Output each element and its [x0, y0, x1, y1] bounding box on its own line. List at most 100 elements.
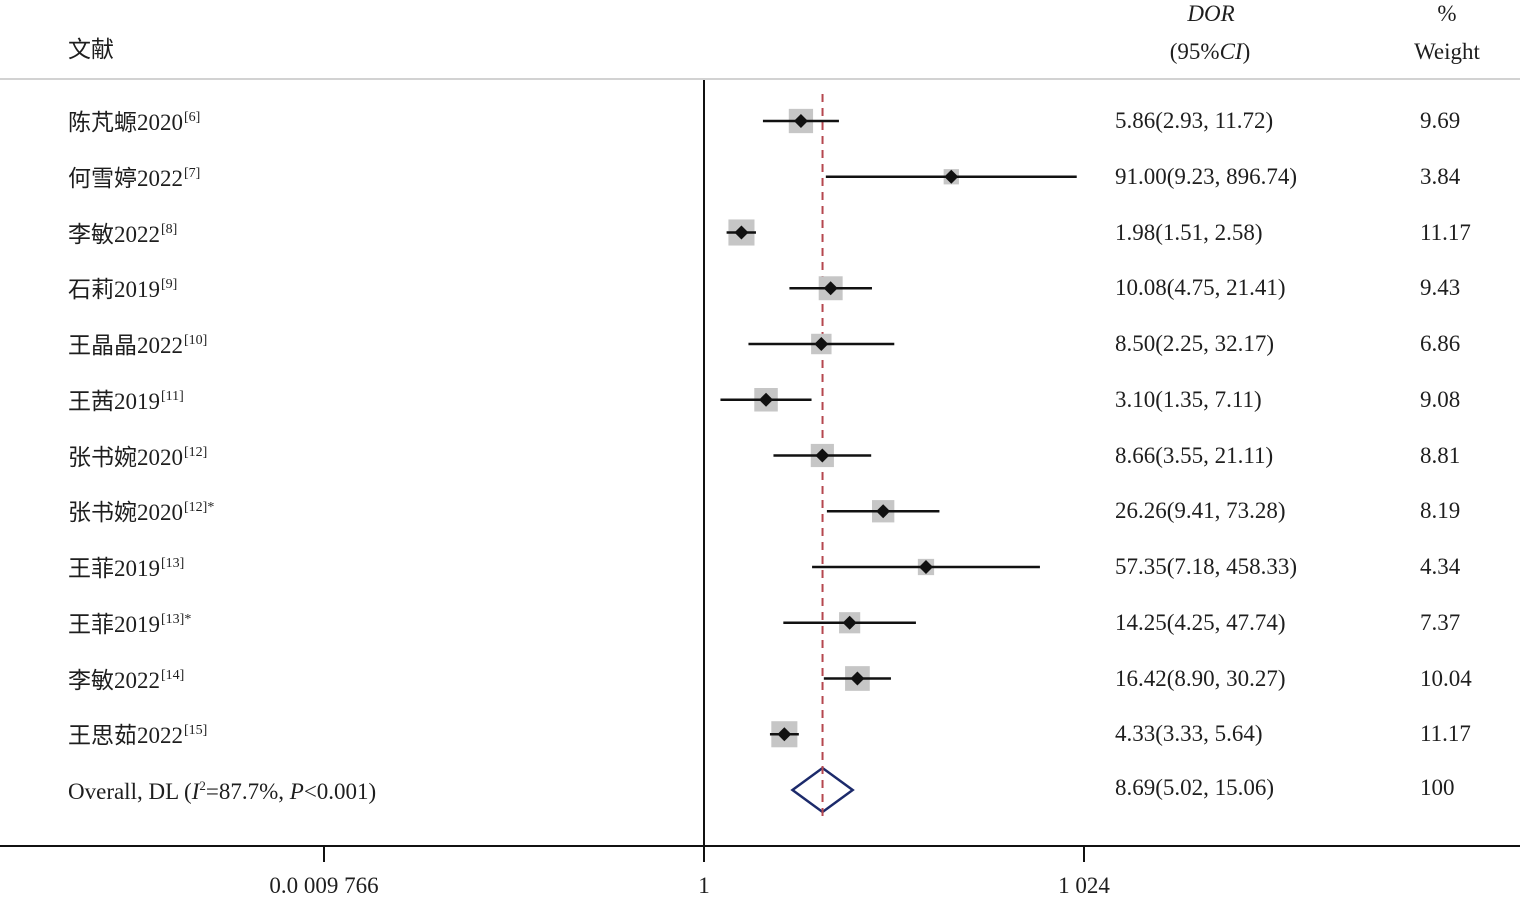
overall-label-sup: 2: [199, 778, 206, 793]
study-label: 王茜2019[11]: [68, 388, 184, 416]
study-marks: [773, 443, 872, 468]
study-reference: [14]: [161, 667, 185, 683]
estimate-text: 91.00(9.23, 896.74): [1115, 163, 1298, 189]
ci-column-header: (95%CI): [1170, 38, 1251, 66]
estimate-text: 4.33(3.33, 5.64): [1115, 721, 1263, 747]
point-estimate-marker: [793, 114, 808, 128]
study-reference: [8]: [161, 221, 178, 237]
estimate-text: 8.66(3.55, 21.11): [1115, 442, 1274, 468]
point-estimate-marker: [850, 671, 865, 686]
estimate-text: 3.10(1.35, 7.11): [1115, 386, 1262, 412]
overall-diamond: [790, 766, 855, 814]
study-marks: [826, 500, 940, 523]
point-estimate-marker: [815, 448, 830, 463]
study-reference: [7]: [184, 165, 201, 181]
point-estimate-marker: [823, 281, 838, 296]
study-label: 张书婉2020[12]*: [68, 499, 214, 527]
study-reference: [13]: [161, 556, 185, 571]
study-marks: [812, 558, 1040, 576]
study-reference: [13]*: [161, 611, 192, 627]
study-reference: [9]: [161, 277, 178, 293]
study-label: 王菲2019[13]: [68, 555, 184, 583]
weight-text: 10.04: [1420, 665, 1472, 691]
study-label: 何雪婷2022[7]: [68, 165, 200, 193]
study-marks: [726, 219, 756, 246]
study-reference: [10]: [184, 333, 208, 348]
study-name: 何雪婷2022: [68, 165, 183, 191]
study-marks: [823, 666, 891, 691]
point-estimate-marker: [918, 560, 933, 574]
study-label: 李敏2022[14]: [68, 667, 184, 695]
study-marks: [762, 108, 839, 134]
study-marks: [783, 612, 916, 634]
study-marks: [825, 169, 1077, 185]
overall-estimate-text: 8.69(5.02, 15.06): [1115, 775, 1275, 800]
study-label: 张书婉2020[12]: [68, 444, 207, 472]
x-tick-label: 1: [698, 873, 710, 898]
weight-text: 7.37: [1420, 609, 1461, 635]
estimate-text: 8.50(2.25, 32.17): [1115, 331, 1275, 356]
study-marks: [748, 333, 895, 355]
estimate-text: 1.98(1.51, 2.58): [1115, 219, 1263, 245]
study-label: 石莉2019[9]: [68, 276, 177, 304]
point-estimate-marker: [842, 615, 857, 630]
point-estimate-marker: [734, 225, 749, 240]
study-name: 石莉2019: [68, 277, 160, 303]
study-label: 李敏2022[8]: [68, 221, 177, 249]
study-name: 王菲2019: [68, 556, 160, 581]
study-reference: [12]*: [184, 500, 215, 516]
estimate-text: 26.26(9.41, 73.28): [1115, 498, 1286, 524]
point-estimate-marker: [876, 504, 891, 519]
weight-text: 6.86: [1420, 331, 1461, 356]
study-reference: [12]: [184, 444, 208, 460]
study-reference: [6]: [184, 110, 201, 125]
overall-label-i: I: [191, 779, 200, 804]
ci-header-close: ): [1242, 39, 1251, 64]
x-tick-label: 1 024: [1058, 873, 1110, 898]
point-estimate-marker: [777, 727, 792, 742]
study-label: 陈芃螈2020[6]: [68, 109, 200, 137]
study-marks: [720, 387, 812, 412]
study-name: 王菲2019: [68, 611, 160, 637]
weight-text: 8.81: [1420, 442, 1461, 468]
x-tick-label: 0.0 009 766: [269, 873, 379, 898]
study-label: 王菲2019[13]*: [68, 611, 191, 639]
study-name: 李敏2022: [68, 221, 160, 247]
weight-text: 9.08: [1420, 386, 1461, 412]
ci-header-open: (95%: [1169, 39, 1220, 64]
study-reference: [11]: [161, 388, 184, 404]
estimate-text: 16.42(8.90, 30.27): [1115, 665, 1286, 691]
estimate-text: 57.35(7.18, 458.33): [1115, 554, 1298, 579]
weight-percent-header: %: [1437, 1, 1457, 26]
study-name: 张书婉2020: [68, 500, 183, 526]
dor-column-header: DOR: [1187, 1, 1235, 26]
weight-text: 11.17: [1420, 219, 1471, 245]
study-name: 张书婉2020: [68, 444, 183, 470]
ci-header-italic: CI: [1219, 39, 1243, 64]
study-label: 王思茹2022[15]: [68, 722, 207, 750]
study-name: 李敏2022: [68, 667, 160, 693]
estimate-text: 5.86(2.93, 11.72): [1115, 108, 1274, 133]
overall-label: Overall, DL (I2=87.7%, P<0.001): [68, 778, 376, 806]
study-name: 王茜2019: [68, 388, 160, 414]
weight-text: 11.17: [1420, 721, 1471, 747]
estimate-text: 14.25(4.25, 47.74): [1115, 609, 1286, 635]
study-label: 王晶晶2022[10]: [68, 332, 207, 360]
study-column-header: 文献: [68, 37, 114, 62]
overall-label-mid: =87.7%,: [205, 779, 290, 804]
overall-label-prefix: Overall, DL (: [68, 779, 192, 804]
overall-weight-text: 100: [1420, 775, 1455, 800]
point-estimate-marker: [814, 337, 829, 351]
point-estimate-marker: [759, 392, 774, 407]
study-marks: [789, 276, 872, 301]
overall-label-suffix: <0.001): [303, 779, 377, 804]
study-name: 陈芃螈2020: [68, 110, 183, 135]
study-reference: [15]: [184, 723, 208, 739]
study-name: 王晶晶2022: [68, 333, 183, 358]
weight-text: 3.84: [1420, 163, 1461, 189]
study-marks: [769, 721, 799, 748]
weight-text: 9.43: [1420, 275, 1461, 301]
overall-label-p: P: [289, 779, 304, 804]
